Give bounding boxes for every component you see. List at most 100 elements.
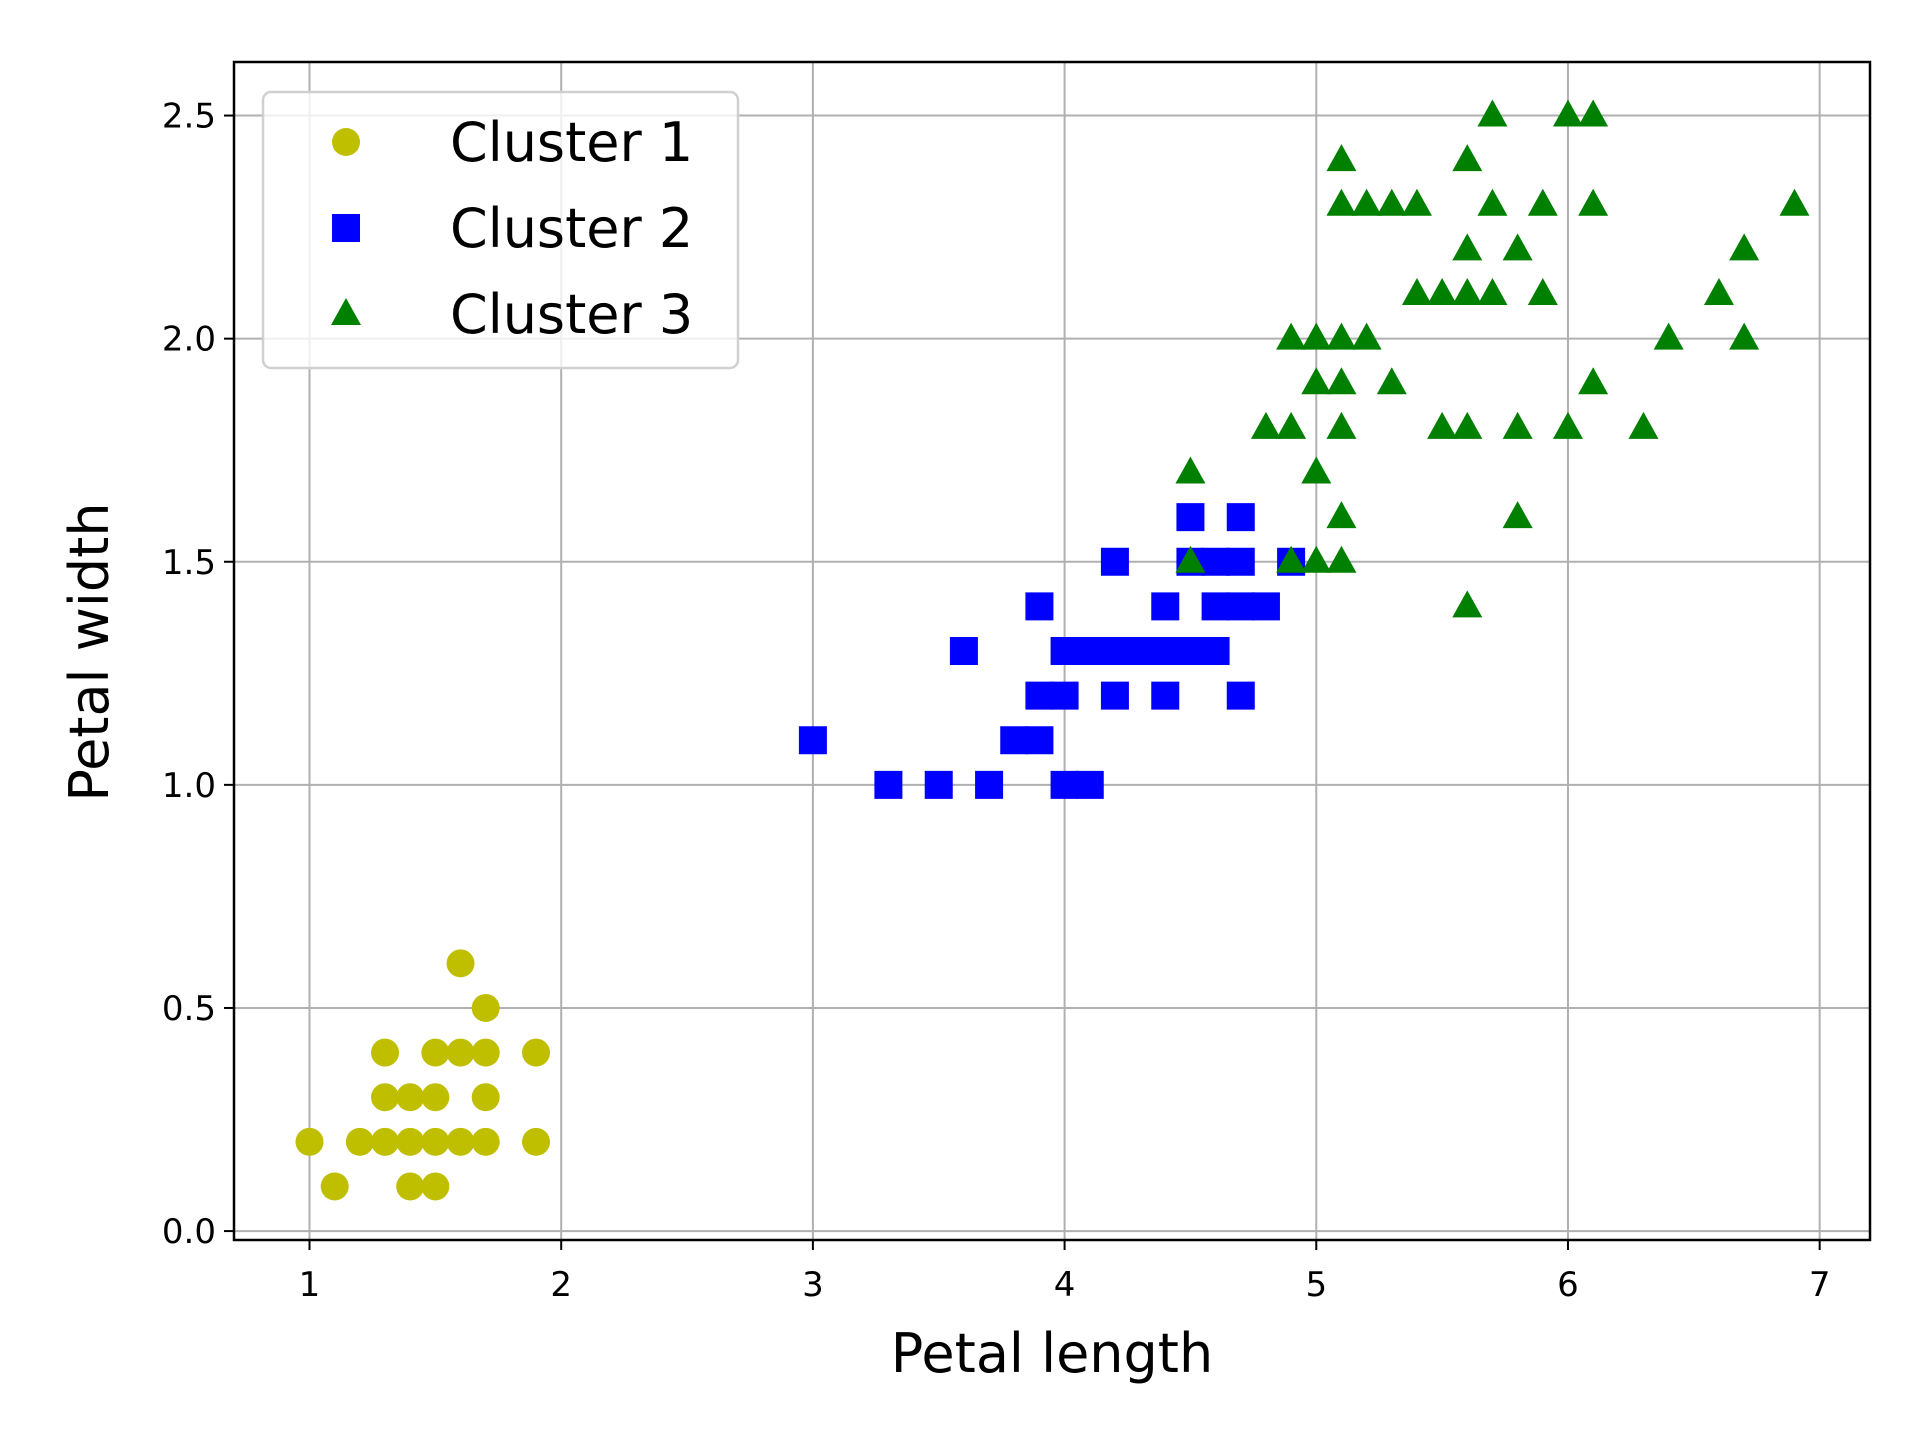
data-point <box>1100 637 1129 665</box>
data-point <box>798 726 827 755</box>
y-tick-label: 2.5 <box>162 97 216 137</box>
legend: Cluster 1 Cluster 2 Cluster 3 <box>261 90 740 370</box>
data-point <box>1452 233 1483 261</box>
legend-label: Cluster 2 <box>450 197 693 260</box>
data-point <box>1326 322 1357 350</box>
data-point <box>1151 592 1180 621</box>
data-point <box>471 1083 500 1112</box>
legend-marker-triangle <box>331 298 361 325</box>
data-point <box>1326 501 1357 529</box>
data-point <box>421 1172 450 1201</box>
data-point <box>924 770 953 799</box>
legend-marker-square <box>332 214 360 242</box>
data-point <box>1301 456 1332 484</box>
data-point <box>421 1038 450 1067</box>
data-point <box>975 770 1004 799</box>
data-point <box>1628 411 1659 439</box>
data-point <box>320 1172 349 1201</box>
data-point <box>522 1038 551 1067</box>
data-point <box>1250 411 1281 439</box>
series-cluster-1 <box>295 949 551 1201</box>
data-point <box>1401 278 1432 306</box>
data-point <box>1226 592 1255 621</box>
data-point <box>1025 726 1054 755</box>
data-point <box>295 1127 324 1156</box>
legend-label: Cluster 1 <box>450 111 693 174</box>
data-point <box>1175 456 1206 484</box>
data-point <box>1201 592 1230 621</box>
x-tick-label: 1 <box>299 1265 321 1305</box>
data-point <box>1075 770 1104 799</box>
data-point <box>1502 501 1533 529</box>
data-point <box>1376 367 1407 395</box>
data-point <box>1050 637 1079 665</box>
x-tick-label: 2 <box>550 1265 572 1305</box>
data-point <box>1326 188 1357 216</box>
data-point <box>396 1083 425 1112</box>
legend-box <box>261 90 740 370</box>
data-point <box>1351 322 1382 350</box>
x-tick-label: 7 <box>1809 1265 1831 1305</box>
data-point <box>1301 367 1332 395</box>
data-point <box>421 1083 450 1112</box>
data-point <box>1351 188 1382 216</box>
data-point <box>1552 411 1583 439</box>
x-tick-label: 4 <box>1054 1265 1076 1305</box>
y-tick-label: 1.5 <box>162 543 216 583</box>
y-tick-label: 2.0 <box>162 320 216 360</box>
data-point <box>1477 99 1508 127</box>
data-point <box>1201 637 1230 665</box>
x-tick-label: 3 <box>802 1265 824 1305</box>
data-point <box>1578 99 1609 127</box>
data-point <box>1326 144 1357 172</box>
data-point <box>1075 637 1104 665</box>
data-point <box>874 770 903 799</box>
data-point <box>1729 233 1760 261</box>
data-point <box>1527 188 1558 216</box>
data-point <box>1226 503 1255 532</box>
data-point <box>1552 99 1583 127</box>
data-point <box>1226 547 1255 576</box>
data-point <box>1578 367 1609 395</box>
data-point <box>471 993 500 1022</box>
data-point <box>1477 278 1508 306</box>
data-point <box>1175 545 1206 573</box>
data-point <box>1025 592 1054 621</box>
data-point <box>1025 681 1054 710</box>
plot-frame <box>232 60 1872 1242</box>
data-point <box>1151 681 1180 710</box>
data-point <box>1100 681 1129 710</box>
data-point <box>1050 681 1079 710</box>
data-point <box>1527 278 1558 306</box>
data-point <box>1779 188 1810 216</box>
data-point <box>1176 503 1205 532</box>
data-point <box>396 1172 425 1201</box>
data-point <box>1326 367 1357 395</box>
data-point <box>1452 590 1483 618</box>
data-point <box>1100 547 1129 576</box>
y-tick-label: 0.5 <box>162 989 216 1029</box>
data-point <box>1452 278 1483 306</box>
data-point <box>1326 545 1357 573</box>
x-tick-label: 6 <box>1557 1265 1579 1305</box>
data-point <box>1653 322 1684 350</box>
data-point <box>421 1127 450 1156</box>
data-point <box>1276 411 1307 439</box>
data-point <box>1201 547 1230 576</box>
data-point <box>396 1127 425 1156</box>
data-point <box>1176 637 1205 665</box>
data-point <box>1151 637 1180 665</box>
data-point <box>1000 726 1029 755</box>
data-point <box>1427 278 1458 306</box>
data-point <box>522 1127 551 1156</box>
data-point <box>345 1127 374 1156</box>
axis-ticks: 1 2 3 4 5 6 7 0.0 0.5 1.0 1.5 2.0 2.5 <box>162 97 1831 1305</box>
y-axis-label: Petal width <box>58 502 121 801</box>
data-point <box>1301 322 1332 350</box>
data-point <box>1276 545 1307 573</box>
data-point <box>471 1038 500 1067</box>
data-point <box>1301 545 1332 573</box>
x-tick-label: 5 <box>1305 1265 1327 1305</box>
